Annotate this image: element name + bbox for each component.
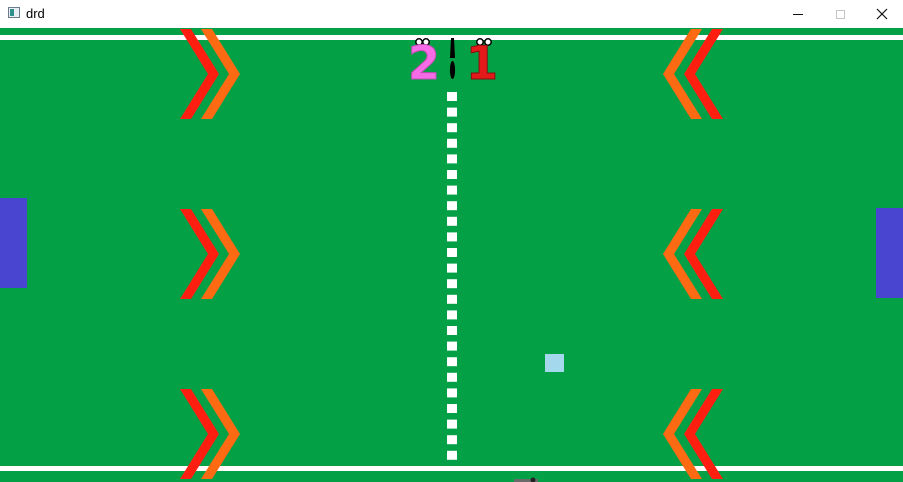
- chevron-left-icon: [684, 209, 723, 299]
- net-segment: [447, 294, 457, 304]
- net-segment: [447, 404, 457, 413]
- net-segment: [447, 92, 457, 101]
- score-left-group: 2: [407, 36, 440, 91]
- net-segment: [447, 138, 457, 148]
- chevron-left-icon: [663, 389, 702, 479]
- chevron-left-icon: [684, 389, 723, 479]
- chevron-decorations: [180, 29, 723, 479]
- net-segment: [447, 107, 457, 117]
- net-segment: [447, 279, 457, 289]
- score-right: 1: [466, 36, 498, 90]
- top-boundary-line: [0, 35, 903, 40]
- chevron-right-icon: [201, 209, 240, 299]
- ball: [545, 354, 564, 372]
- chevron-left-icon: [663, 209, 702, 299]
- net-segment: [447, 123, 457, 133]
- net-segment: [447, 170, 457, 179]
- bottom-marker: [514, 479, 538, 482]
- net-segment: [447, 310, 457, 320]
- maximize-button[interactable]: [818, 0, 862, 28]
- chevron-right-icon: [180, 209, 219, 299]
- chevron-right-icon: [201, 29, 240, 119]
- net-segment: [447, 201, 457, 211]
- right-paddle[interactable]: [876, 208, 903, 298]
- chevron-left-icon: [684, 29, 723, 119]
- chevron-right-icon: [180, 389, 219, 479]
- close-button[interactable]: [860, 0, 903, 28]
- net-segment: [447, 326, 457, 335]
- pong-field: 2 1: [0, 28, 903, 482]
- window-title: drd: [26, 6, 45, 21]
- center-net: [447, 92, 457, 460]
- bottom-marker-dot: [530, 477, 536, 482]
- net-segment: [447, 185, 457, 195]
- score-separator-icon: [449, 38, 456, 79]
- close-icon: [876, 8, 888, 20]
- net-segment: [447, 341, 457, 351]
- net-segment: [447, 372, 457, 382]
- net-segment: [447, 419, 457, 429]
- left-paddle[interactable]: [0, 198, 27, 288]
- app-window-icon: [8, 7, 20, 18]
- score-left-eyes-icon: [415, 38, 430, 46]
- net-segment: [447, 450, 457, 460]
- bottom-boundary-line: [0, 466, 903, 471]
- minimize-button[interactable]: [776, 0, 820, 28]
- score-right-eyes-icon: [476, 38, 492, 46]
- chevron-right-icon: [180, 29, 219, 119]
- net-segment: [447, 357, 457, 367]
- score-left: 2: [408, 36, 440, 90]
- net-segment: [447, 154, 457, 164]
- title-bar[interactable]: drd: [0, 0, 903, 28]
- net-segment: [447, 216, 457, 226]
- chevron-right-icon: [201, 389, 240, 479]
- net-segment: [447, 388, 457, 398]
- field-canvas: 2 1: [0, 29, 903, 482]
- net-segment: [447, 435, 457, 445]
- score-right-group: 1: [465, 36, 498, 91]
- chevron-left-icon: [663, 29, 702, 119]
- net-segment: [447, 263, 457, 273]
- net-segment: [447, 232, 457, 242]
- net-segment: [447, 248, 457, 257]
